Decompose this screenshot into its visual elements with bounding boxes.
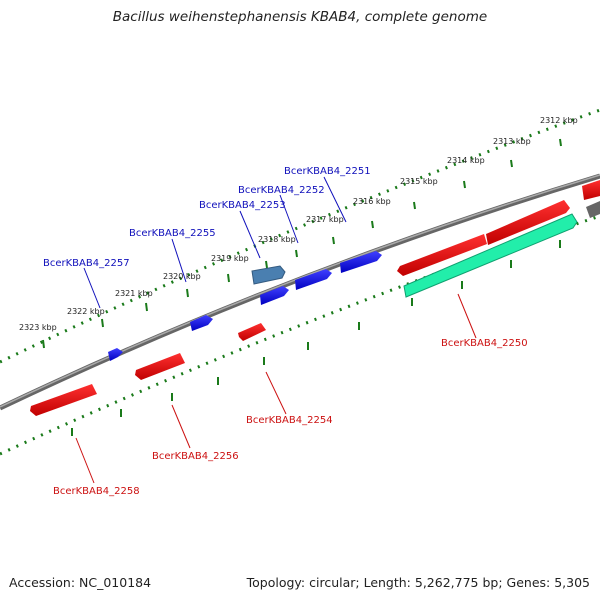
forward-gene-2255[interactable]: [190, 315, 213, 331]
tick-label: 2322 kbp: [67, 307, 105, 316]
outer-tick-track: [0, 108, 600, 364]
gene-label-2251[interactable]: BcerKBAB4_2251: [284, 166, 371, 177]
genome-summary-text: Topology: circular; Length: 5,262,775 bp…: [246, 575, 590, 590]
tick-label: 2317 kbp: [306, 215, 344, 224]
tick-label: 2315 kbp: [400, 177, 438, 186]
tick-label: 2320 kbp: [163, 272, 201, 281]
gene-label-2257[interactable]: BcerKBAB4_2257: [43, 258, 130, 269]
reverse-gene-2250-selected[interactable]: [403, 213, 578, 298]
reverse-gene-2250[interactable]: [397, 200, 570, 276]
reverse-gene-2256[interactable]: [135, 353, 185, 380]
accession-text: Accession: NC_010184: [9, 575, 152, 590]
tick-label: 2312 kbp: [540, 116, 578, 125]
tick-label: 2314 kbp: [447, 156, 485, 165]
leader-lines: [75, 176, 477, 484]
tick-label: 2318 kbp: [258, 235, 296, 244]
gene-label-2255[interactable]: BcerKBAB4_2255: [129, 228, 216, 239]
reverse-gene-2254[interactable]: [238, 323, 266, 341]
tick-label: 2316 kbp: [353, 197, 391, 206]
forward-gene-2252[interactable]: [295, 269, 332, 290]
outer-major-ticks: [42, 138, 562, 349]
forward-gene-2257[interactable]: [108, 348, 123, 361]
tick-label: 2321 kbp: [115, 289, 153, 298]
reverse-gene-2258[interactable]: [30, 384, 97, 416]
inner-major-ticks: [71, 240, 561, 436]
forward-gene-2253b[interactable]: [260, 286, 289, 305]
reverse-gene-2250-edge[interactable]: [582, 180, 600, 218]
forward-gene-2251[interactable]: [340, 251, 382, 273]
genome-backbone: [0, 173, 600, 411]
gene-label-2258[interactable]: BcerKBAB4_2258: [53, 486, 140, 497]
map-title: Bacillus weihenstephanensis KBAB4, compl…: [112, 9, 488, 25]
tick-label: 2319 kbp: [211, 254, 249, 263]
tick-label: 2313 kbp: [493, 137, 531, 146]
gene-label-2253[interactable]: BcerKBAB4_2253: [199, 200, 286, 211]
forward-gene-2253-selected[interactable]: [251, 265, 286, 285]
gene-label-2254[interactable]: BcerKBAB4_2254: [246, 415, 333, 426]
gene-label-2252[interactable]: BcerKBAB4_2252: [238, 185, 325, 196]
gene-label-2256[interactable]: BcerKBAB4_2256: [152, 451, 239, 462]
gene-label-2250[interactable]: BcerKBAB4_2250: [441, 338, 528, 349]
tick-label: 2323 kbp: [19, 323, 57, 332]
